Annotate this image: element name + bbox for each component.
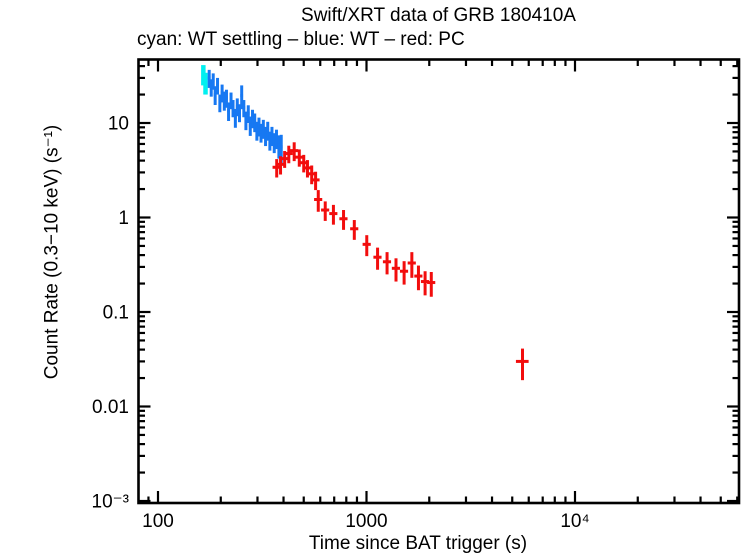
x-axis-label: Time since BAT trigger (s) (308, 533, 528, 554)
pc-point (321, 201, 330, 221)
pc-point (427, 272, 436, 297)
wt-point (266, 121, 270, 141)
wt-point (231, 100, 235, 118)
wt-point (274, 129, 278, 150)
wt-point (207, 69, 211, 88)
pc-point (311, 171, 320, 191)
pc-point (373, 247, 382, 270)
pc-point (350, 220, 359, 240)
y-tick-label: 0.01 (92, 397, 129, 418)
pc-point (284, 145, 293, 164)
wt-point (246, 105, 250, 123)
wt-point (216, 77, 220, 95)
x-tick-label: 1000 (345, 511, 387, 532)
wt-point (233, 108, 237, 128)
pc-point (303, 160, 312, 178)
pc-point (362, 235, 371, 257)
pc-point (391, 258, 400, 282)
pc-point (407, 252, 416, 278)
pc-point (295, 149, 304, 167)
y-axis-label: Count Rate (0.3−10 keV) (s⁻¹) (41, 124, 63, 380)
pc-point (414, 265, 423, 291)
wt-point (211, 73, 215, 90)
chart-legend-subtitle: cyan: WT settling – blue: WT – red: PC (137, 29, 465, 50)
pc-point (339, 210, 348, 230)
pc-point (314, 190, 323, 212)
wt-point (238, 104, 242, 123)
x-tick-label: 100 (142, 511, 174, 532)
x-tick-label: 10⁴ (560, 511, 589, 532)
wt-point (227, 102, 231, 121)
y-tick-label: 0.1 (103, 303, 129, 324)
chart-title: Swift/XRT data of GRB 180410A (301, 5, 576, 26)
y-tick-label: 10⁻³ (92, 492, 130, 513)
wt-point (224, 89, 228, 108)
wt-point (242, 100, 246, 118)
pc-point (515, 348, 529, 381)
pc-point (382, 252, 392, 275)
pc-point (399, 261, 409, 285)
plot-frame (137, 58, 741, 505)
pc-point (290, 142, 299, 162)
pc-point (329, 204, 338, 225)
wt-point (240, 85, 244, 110)
y-tick-label: 1 (118, 208, 129, 229)
y-tick-label: 10 (108, 114, 129, 135)
wt-settling-point (203, 72, 208, 95)
